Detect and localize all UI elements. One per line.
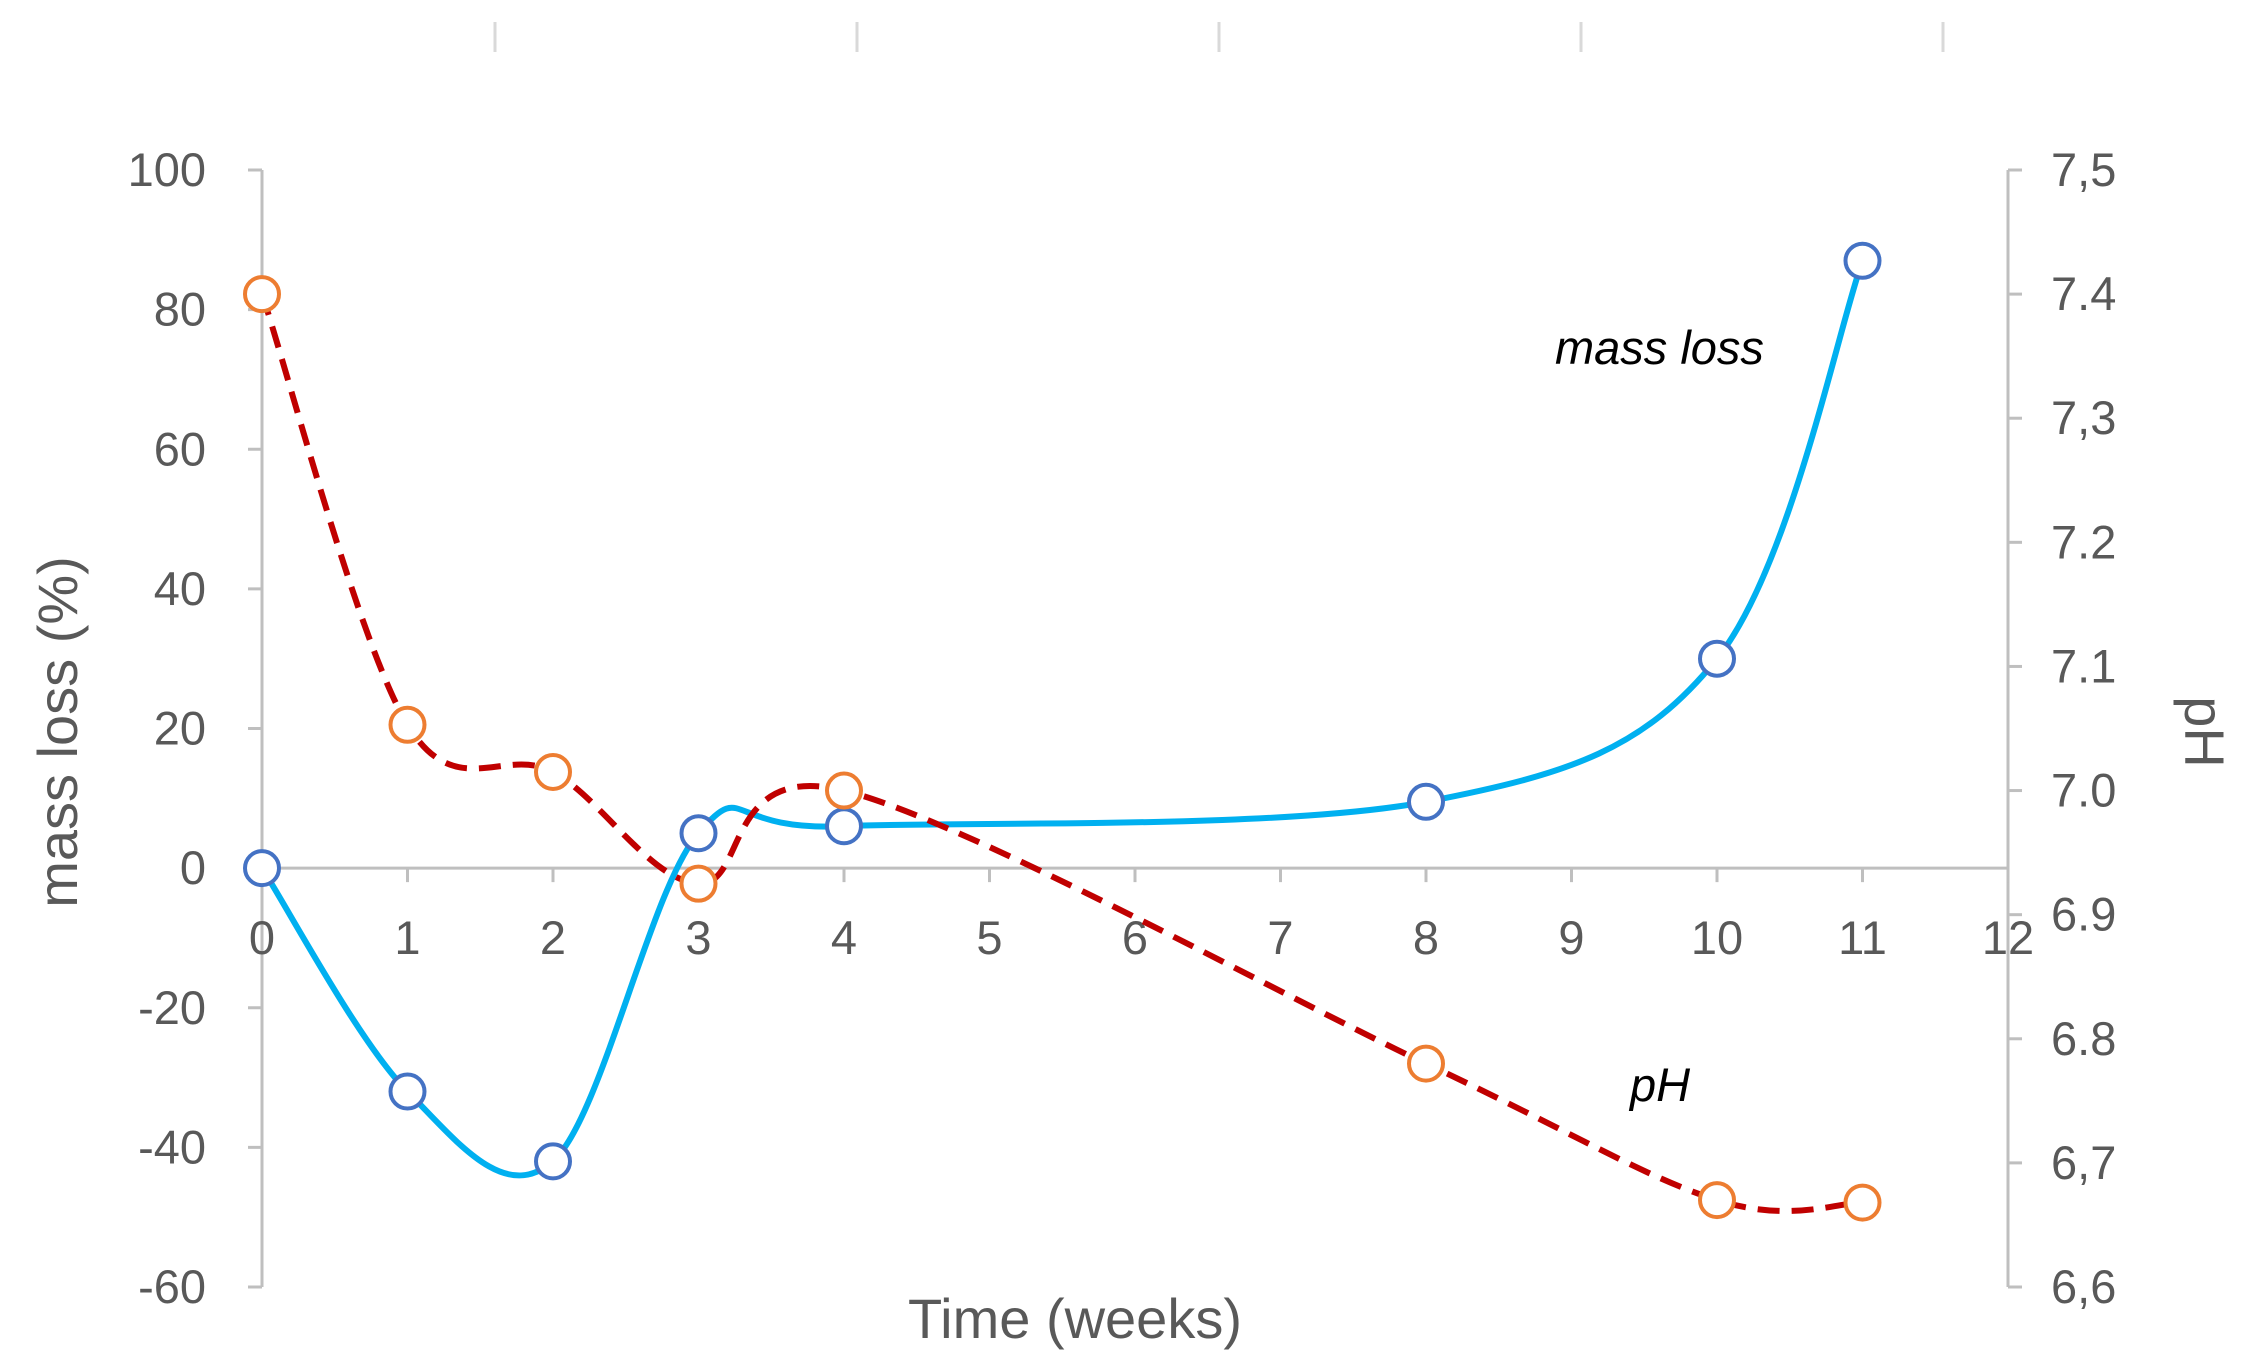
x-tick-label-9: 9 bbox=[1558, 911, 1584, 964]
x-tick-label-7: 7 bbox=[1267, 911, 1293, 964]
y-tick-label-4: 20 bbox=[154, 702, 206, 755]
y-tick-label-8: -60 bbox=[138, 1260, 206, 1313]
tick-labels: 100806040200-20-40-607,57.47,37.27.17.06… bbox=[128, 143, 2117, 1313]
x-tick-label-11: 11 bbox=[1838, 911, 1887, 964]
x-tick-label-10: 10 bbox=[1691, 911, 1743, 964]
point-mass-loss-2 bbox=[534, 1142, 572, 1181]
chart-text: Time (weeks) mass loss (%) pH mass loss … bbox=[26, 321, 2236, 1350]
y-tick-label-5: 0 bbox=[180, 841, 206, 894]
series-lines bbox=[259, 259, 1866, 1214]
x-tick-label-3: 3 bbox=[685, 911, 711, 964]
x-tick-label-4: 4 bbox=[831, 911, 857, 964]
point-mass-loss-7 bbox=[1843, 241, 1882, 280]
y2-tick-label-4: 7.1 bbox=[2051, 639, 2116, 692]
y2-tick-label-8: 6,7 bbox=[2051, 1136, 2116, 1189]
x-tick-label-6: 6 bbox=[1122, 911, 1148, 964]
y2-tick-label-9: 6,6 bbox=[2051, 1260, 2116, 1313]
x-tick-label-0: 0 bbox=[249, 911, 275, 964]
y2-tick-label-1: 7.4 bbox=[2051, 267, 2116, 320]
point-mass-loss-6 bbox=[1698, 639, 1736, 678]
point-ph-4 bbox=[825, 771, 863, 810]
y2-tick-label-5: 7.0 bbox=[2051, 764, 2116, 817]
series-line-mass-loss bbox=[259, 259, 1866, 1179]
point-mass-loss-5 bbox=[1407, 782, 1445, 821]
y-tick-label-6: -20 bbox=[138, 981, 206, 1034]
y-tick-label-2: 60 bbox=[154, 422, 206, 475]
top-decor-ticks bbox=[493, 22, 1945, 52]
annotation-mass-loss: mass loss bbox=[1555, 321, 1764, 374]
point-mass-loss-3 bbox=[679, 814, 718, 853]
y-tick-label-1: 80 bbox=[154, 283, 206, 336]
y2-tick-label-0: 7,5 bbox=[2051, 143, 2116, 196]
y-tick-label-7: -40 bbox=[138, 1120, 206, 1173]
point-mass-loss-1 bbox=[388, 1072, 427, 1111]
series-markers bbox=[243, 241, 1882, 1222]
annotation-ph: pH bbox=[1628, 1058, 1690, 1111]
point-ph-2 bbox=[534, 752, 572, 791]
point-mass-loss-0 bbox=[243, 849, 281, 888]
point-ph-6 bbox=[1698, 1181, 1736, 1220]
y-tick-label-0: 100 bbox=[128, 143, 206, 196]
y2-tick-label-7: 6.8 bbox=[2051, 1012, 2116, 1065]
y2-tick-label-2: 7,3 bbox=[2051, 391, 2116, 444]
x-tick-label-12: 12 bbox=[1982, 911, 2034, 964]
y2-tick-label-3: 7.2 bbox=[2051, 515, 2116, 568]
point-ph-1 bbox=[388, 705, 427, 744]
point-ph-0 bbox=[243, 275, 281, 314]
x-tick-label-5: 5 bbox=[976, 911, 1002, 964]
x-tick-label-1: 1 bbox=[394, 911, 420, 964]
series-line-ph bbox=[259, 293, 1863, 1214]
y-tick-label-3: 40 bbox=[154, 562, 206, 615]
x-axis-title: Time (weeks) bbox=[908, 1287, 1242, 1350]
x-tick-label-2: 2 bbox=[540, 911, 566, 964]
axes bbox=[248, 168, 2022, 1289]
y2-axis-title: pH bbox=[2173, 696, 2236, 768]
point-mass-loss-4 bbox=[825, 807, 863, 846]
point-ph-5 bbox=[1407, 1044, 1445, 1083]
point-ph-7 bbox=[1843, 1183, 1882, 1222]
y2-tick-label-6: 6.9 bbox=[2051, 888, 2116, 941]
y-axis-title: mass loss (%) bbox=[26, 556, 89, 908]
x-tick-label-8: 8 bbox=[1413, 911, 1439, 964]
point-ph-3 bbox=[679, 864, 718, 903]
